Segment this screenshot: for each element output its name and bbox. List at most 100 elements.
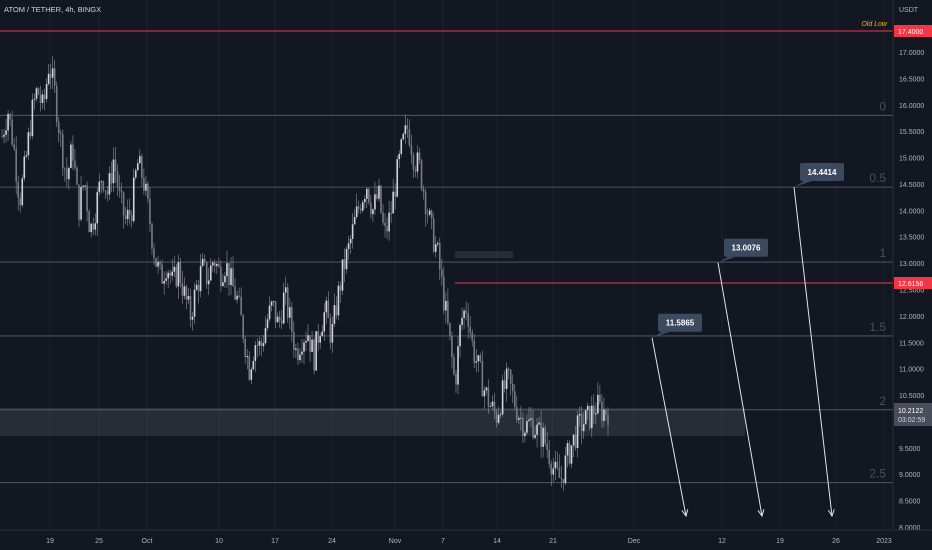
candle-body (396, 159, 399, 197)
candle-body (132, 177, 135, 222)
candle-body (441, 269, 443, 277)
fib-label: 1.5 (869, 320, 886, 334)
candle-body (244, 338, 247, 358)
candle-body (530, 418, 532, 420)
candle-body (402, 133, 405, 140)
candle-body (151, 224, 153, 249)
candle-body (248, 355, 251, 380)
candle-body (556, 461, 559, 468)
candle-body (564, 455, 567, 483)
target-arrows: 11.5865 13.0076 14.4414 (651, 163, 844, 518)
resistance-zone (455, 251, 513, 258)
candle-body (86, 185, 88, 212)
candle-body (398, 153, 401, 160)
candle-body (72, 144, 74, 161)
old-low-price-badge (894, 25, 932, 37)
candle-body (443, 276, 445, 311)
candle-body (515, 407, 518, 420)
candle-body (566, 443, 569, 456)
time-tick-label: 7 (441, 538, 445, 545)
candle-body (222, 282, 224, 287)
candle-body (126, 209, 129, 220)
candle-body (410, 145, 413, 156)
target-callout[interactable] (658, 313, 702, 332)
candle-body (366, 188, 368, 199)
candle-body (303, 342, 305, 352)
candle-body (333, 305, 336, 324)
candlestick-series (1, 56, 609, 491)
candle-body (574, 434, 577, 448)
candle-body (400, 139, 403, 154)
candle-body (463, 310, 465, 318)
candle-body (102, 181, 105, 191)
candle-body (414, 169, 417, 172)
candle-body (104, 190, 107, 192)
candle-body (169, 272, 172, 276)
candle-body (416, 152, 419, 172)
candle-body (37, 88, 40, 95)
candle-body (224, 276, 226, 283)
price-axis-bg (893, 0, 932, 530)
candle-body (548, 449, 551, 464)
candle-body (477, 355, 480, 362)
candle-body (84, 185, 86, 187)
target-callout[interactable] (724, 238, 768, 257)
red-level-price-badge (894, 277, 932, 289)
candle-body (276, 316, 279, 323)
candle-body (392, 191, 394, 214)
candle-body (47, 73, 50, 85)
candle-body (465, 310, 467, 314)
bar-countdown: 03:02:59 (898, 417, 925, 424)
candle-body (134, 170, 137, 178)
candle-body (35, 88, 38, 99)
candle-body (49, 73, 52, 78)
candle-body (343, 259, 346, 270)
candle-body (327, 300, 330, 318)
candle-body (487, 387, 490, 407)
price-tick-label: 17.0000 (899, 50, 924, 57)
candle-body (532, 418, 534, 438)
candle-body (319, 336, 322, 343)
candle-body (199, 266, 202, 292)
candle-body (59, 133, 62, 135)
candle-body (29, 132, 32, 136)
target-callout[interactable] (800, 163, 844, 182)
candle-body (509, 369, 512, 384)
price-tick-label: 12.0000 (899, 314, 924, 321)
candle-body (499, 414, 502, 416)
red-level-price: 12.6156 (898, 281, 923, 288)
candle-body (507, 368, 510, 370)
target-callout-pointer (718, 256, 736, 263)
candle-body (546, 443, 548, 450)
candle-body (341, 259, 344, 291)
candle-body (380, 185, 382, 213)
candle-body (493, 401, 496, 412)
candle-body (76, 167, 78, 185)
price-tick-label: 11.5000 (899, 340, 924, 347)
candle-body (459, 324, 461, 347)
candle-body (570, 445, 573, 464)
candle-body (544, 427, 546, 444)
candle-body (193, 289, 196, 317)
candle-body (404, 125, 407, 134)
candle-body (11, 119, 13, 145)
candle-body (161, 264, 163, 284)
price-tick-label: 16.0000 (899, 103, 924, 110)
candle-body (491, 401, 494, 407)
price-tick-label: 15.5000 (899, 129, 924, 136)
symbol-title[interactable]: ATOM / TETHER, 4h, BINGX (4, 5, 101, 14)
candle-body (550, 463, 553, 475)
candle-body (386, 226, 388, 232)
candle-body (183, 286, 186, 296)
candle-body (449, 322, 451, 336)
candle-body (236, 295, 238, 300)
candle-body (372, 209, 374, 215)
candle-body (98, 181, 101, 193)
candle-body (9, 113, 11, 120)
price-tick-label: 9.5000 (899, 446, 921, 453)
candle-body (185, 286, 188, 300)
candle-body (106, 191, 109, 195)
candle-body (31, 99, 34, 136)
candle-body (317, 331, 319, 343)
